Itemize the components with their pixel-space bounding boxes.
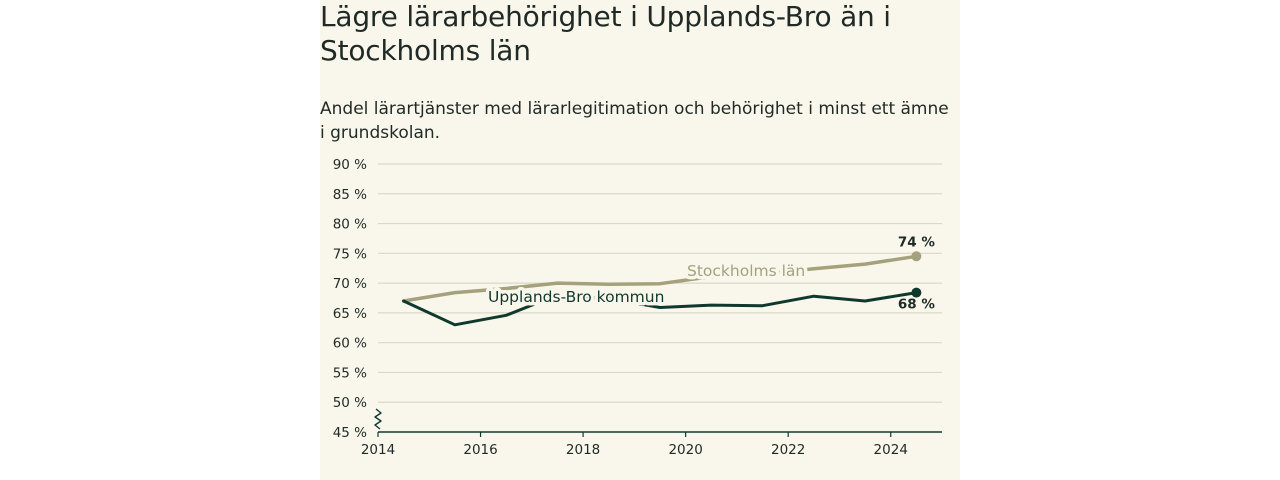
series-label-upplands-bro: Upplands-Bro kommun: [488, 288, 664, 306]
y-tick-label: 90 %: [333, 157, 367, 173]
y-tick-label: 75 %: [333, 246, 367, 262]
chart-subtitle: Andel lärartjänster med lärarlegitimatio…: [320, 99, 949, 143]
y-tick-label: 50 %: [333, 395, 367, 411]
series-line-stockholm: [401, 254, 919, 303]
x-tick-label: 2014: [361, 442, 395, 458]
axis-break-icon: [374, 408, 382, 430]
x-tick-label: 2016: [463, 442, 497, 458]
x-tick-label: 2024: [874, 442, 908, 458]
x-tick-label: 2018: [566, 442, 600, 458]
line-chart: 45 % 50 % 55 % 60 % 65 % 70 % 75 % 80 % 85 % 90 %…: [333, 157, 942, 458]
y-tick-label: 70 %: [333, 276, 367, 292]
x-tick-label: 2020: [668, 442, 702, 458]
series-end-point: [911, 251, 922, 262]
y-tick-label: 60 %: [333, 336, 367, 352]
y-tick-label: 80 %: [333, 217, 367, 233]
series-line-upplands-bro: [402, 291, 918, 327]
y-tick-label: 45 %: [333, 425, 367, 441]
series-end-point: [911, 287, 922, 298]
chart-title: Lägre lärarbehörighet i Upplands-Bro än …: [320, 0, 891, 67]
series-label-stockholm: Stockholms län: [687, 262, 805, 280]
y-tick-label: 85 %: [333, 187, 367, 203]
chart-panel: [320, 0, 960, 480]
series-end-label: 74 %: [898, 234, 935, 250]
x-tick-label: 2022: [771, 442, 805, 458]
y-tick-label: 55 %: [333, 365, 367, 381]
y-tick-label: 65 %: [333, 306, 367, 322]
series-end-label: 68 %: [898, 297, 935, 313]
